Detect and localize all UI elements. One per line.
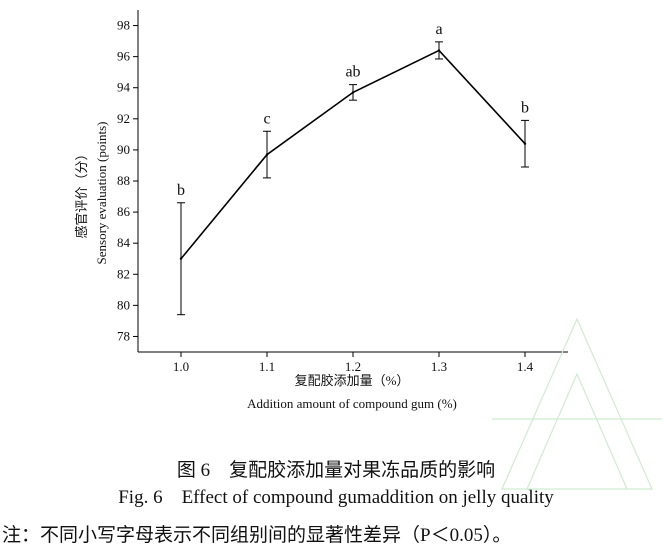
- series-line: [180, 49, 526, 260]
- significance-label: b: [521, 99, 529, 116]
- figure-note: 注：不同小写字母表示不同组别间的显著性差异（P＜0.05）。: [2, 525, 512, 546]
- y-tick-label: 88: [117, 173, 130, 188]
- y-axis-label-zh: 感官评价（分）: [74, 147, 89, 238]
- y-axis: 78 80 82 84 86 88 90 92 94 96 98: [117, 10, 139, 352]
- x-axis: 1.0 1.1 1.2 1.3 1.4: [138, 351, 568, 374]
- y-tick-label: 92: [117, 111, 130, 126]
- data-point: [179, 257, 183, 260]
- x-tick-label: 1.2: [345, 359, 361, 374]
- significance-label: c: [263, 110, 270, 127]
- x-axis-label-zh: 复配胶添加量（%）: [295, 373, 410, 388]
- y-tick-label: 98: [117, 18, 130, 33]
- x-axis-label-en: Addition amount of compound gum (%): [247, 396, 457, 411]
- y-axis-label-en: Sensory evaluation (points): [94, 122, 109, 265]
- y-tick-label: 84: [117, 235, 131, 250]
- x-tick-label: 1.0: [173, 359, 189, 374]
- x-tick-label: 1.4: [517, 359, 534, 374]
- y-tick-label: 78: [117, 328, 130, 343]
- figure-caption-zh: 图 6 复配胶添加量对果冻品质的影响: [176, 460, 496, 481]
- y-tick-label: 90: [117, 142, 130, 157]
- y-tick-label: 94: [117, 80, 131, 95]
- y-tick-label: 80: [117, 297, 130, 312]
- sensory-evaluation-chart: 78 80 82 84 86 88 90 92 94 96 98 1.0 1.1 1.2 1.3 1.4 b…: [74, 10, 568, 411]
- data-point: [265, 153, 269, 156]
- y-tick-label: 82: [117, 266, 130, 281]
- y-tick-label: 86: [117, 204, 131, 219]
- data-point: [351, 91, 355, 94]
- y-tick-label: 96: [117, 49, 131, 64]
- x-tick-label: 1.3: [431, 359, 447, 374]
- data-point: [437, 49, 441, 52]
- data-point: [523, 142, 527, 145]
- x-tick-label: 1.1: [259, 359, 275, 374]
- figure-caption-en: Fig. 6 Effect of compound gumaddition on…: [118, 487, 554, 508]
- significance-label: a: [435, 21, 442, 38]
- significance-label: ab: [345, 64, 360, 81]
- significance-label: b: [177, 182, 185, 199]
